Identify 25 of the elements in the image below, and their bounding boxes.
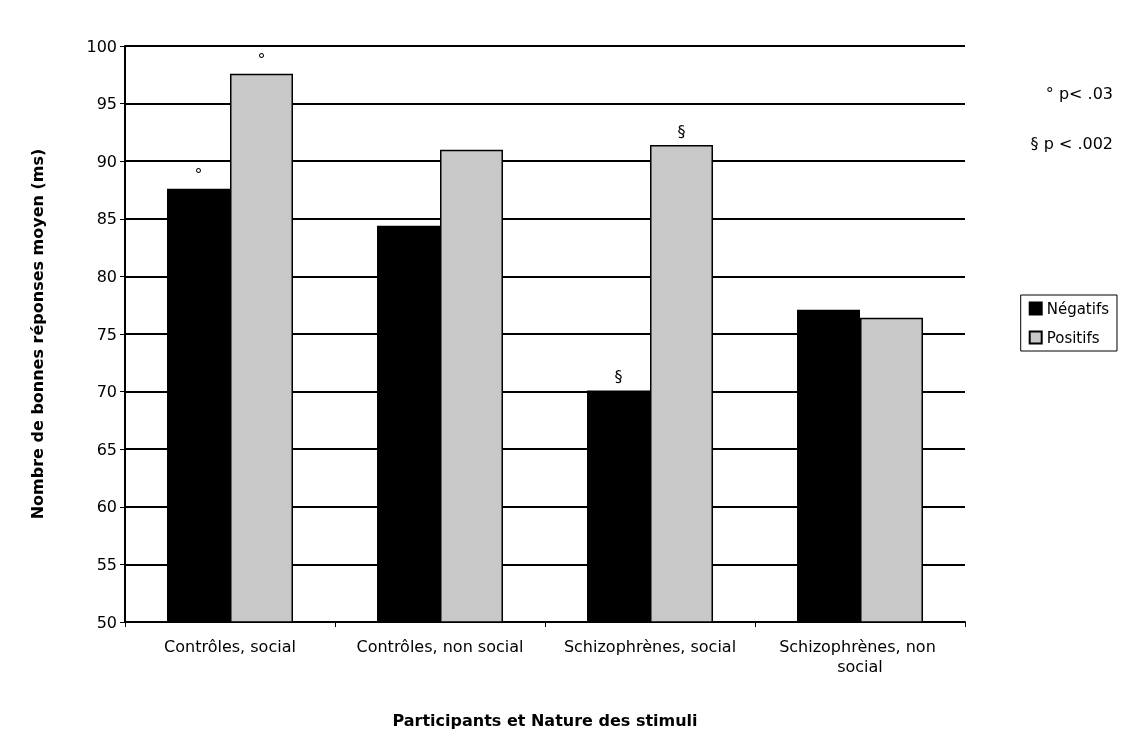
annotation: § bbox=[614, 366, 623, 386]
y-tick-label: 65 bbox=[96, 439, 117, 459]
y-tick-label: 55 bbox=[96, 554, 117, 574]
y-axis-title: Nombre de bonnes réponses moyen (ms) bbox=[27, 148, 47, 520]
y-tick-label: 85 bbox=[96, 209, 117, 229]
text: ° p< .03 bbox=[1045, 83, 1114, 103]
annotation: § bbox=[677, 121, 686, 141]
y-tick-label: 95 bbox=[96, 94, 117, 114]
legend-label: Positifs bbox=[1046, 328, 1100, 347]
legend-label: Négatifs bbox=[1046, 299, 1110, 318]
annotation: ° bbox=[194, 165, 203, 185]
text: § p < .002 bbox=[1030, 133, 1114, 153]
x-tick-label: Schizophrènes, non social bbox=[779, 636, 941, 676]
y-tick-label: 60 bbox=[96, 497, 117, 517]
x-tick-label: Contrôles, social bbox=[164, 636, 296, 656]
y-tick-label: 80 bbox=[96, 266, 117, 286]
x-tick-label: Contrôles, non social bbox=[356, 636, 524, 656]
y-tick-label: 75 bbox=[96, 324, 117, 344]
y-tick-label: 100 bbox=[86, 36, 117, 56]
y-tick-label: 90 bbox=[96, 151, 117, 171]
x-axis-title: Participants et Nature des stimuli bbox=[392, 710, 698, 730]
annotation: ° bbox=[257, 50, 266, 70]
y-tick-label: 50 bbox=[96, 612, 117, 632]
x-tick-label: Schizophrènes, social bbox=[563, 636, 737, 656]
y-tick-label: 70 bbox=[96, 382, 117, 402]
